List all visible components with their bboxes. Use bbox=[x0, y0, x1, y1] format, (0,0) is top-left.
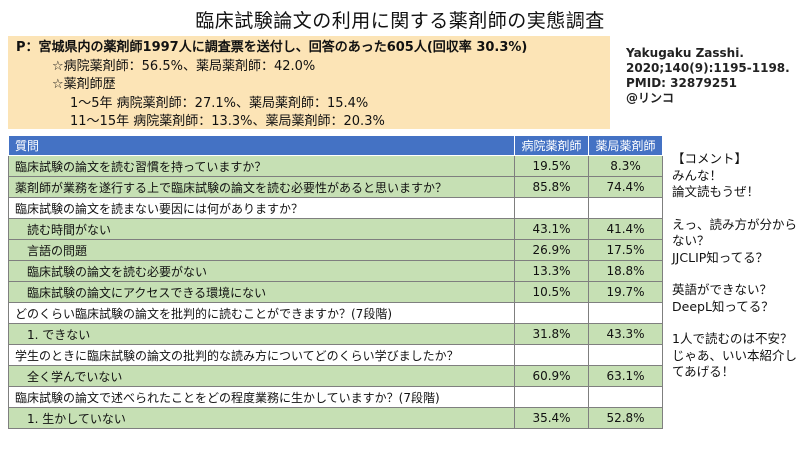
table-row: 1. 生かしていない 35.4% 52.8% bbox=[8, 407, 663, 429]
row-label: 読む時間がない bbox=[8, 218, 515, 240]
row-label: 1. できない bbox=[8, 323, 515, 345]
row-hospital-value bbox=[514, 302, 589, 324]
summary-career-1-5: 1～5年 病院薬剤師：27.1%、薬局薬剤師：15.4% bbox=[70, 95, 369, 111]
citation-author: @リンコ bbox=[626, 91, 675, 105]
comment-heading: 【コメント】 bbox=[672, 151, 748, 166]
row-hospital-value bbox=[514, 344, 589, 366]
table-row: 臨床試験の論文にアクセスできる環境にない 10.5% 19.7% bbox=[8, 281, 663, 303]
summary-population: P：宮城県内の薬剤師1997人に調査票を送付し、回答のあった605人(回収率 3… bbox=[16, 40, 528, 55]
summary-career-11-15: 11～15年 病院薬剤師：13.3%、薬局薬剤師：20.3% bbox=[70, 114, 385, 129]
row-pharmacy-value: 17.5% bbox=[588, 239, 663, 261]
table-row: 臨床試験の論文で述べられたことをどの程度業務に生かしていますか？(7段階) bbox=[8, 386, 663, 408]
row-label: 臨床試験の論文を読む習慣を持っていますか？ bbox=[8, 155, 515, 177]
survey-table: 質問 病院薬剤師 薬局薬剤師 臨床試験の論文を読む習慣を持っていますか？ 19.… bbox=[8, 135, 663, 429]
page-title: 臨床試験論文の利用に関する薬剤師の実態調査 bbox=[195, 10, 605, 32]
row-label: 薬剤師が業務を遂行する上で臨床試験の論文を読む必要性があると思いますか？ bbox=[8, 176, 515, 198]
comment-panel: 【コメント】 みんな！ 論文読もうぜ！ えっ、読み方が分からない？ JJCLIP… bbox=[672, 151, 798, 397]
row-label: 1. 生かしていない bbox=[8, 407, 515, 429]
citation: Yakugaku Zasshi. 2020;140(9):1195-1198. … bbox=[626, 46, 796, 106]
citation-pmid: PMID: 32879251 bbox=[626, 76, 737, 90]
row-label: どのくらい臨床試験の論文を批判的に読むことができますか？(7段階) bbox=[8, 302, 515, 324]
comment-paragraph-1: みんな！ 論文読もうぜ！ bbox=[672, 167, 760, 200]
row-pharmacy-value: 41.4% bbox=[588, 218, 663, 240]
row-pharmacy-value: 43.3% bbox=[588, 323, 663, 345]
row-label: 言語の問題 bbox=[8, 239, 515, 261]
row-pharmacy-value: 74.4% bbox=[588, 176, 663, 198]
row-pharmacy-value: 19.7% bbox=[588, 281, 663, 303]
table-row: どのくらい臨床試験の論文を批判的に読むことができますか？(7段階) bbox=[8, 302, 663, 324]
citation-journal: Yakugaku Zasshi. bbox=[626, 46, 744, 60]
summary-ratio: ☆病院薬剤師：56.5%、薬局薬剤師：42.0% bbox=[52, 58, 316, 74]
row-pharmacy-value: 18.8% bbox=[588, 260, 663, 282]
row-hospital-value: 43.1% bbox=[514, 218, 589, 240]
row-hospital-value: 35.4% bbox=[514, 407, 589, 429]
table-row: 全く学んでいない 60.9% 63.1% bbox=[8, 365, 663, 387]
row-pharmacy-value bbox=[588, 302, 663, 324]
row-label: 臨床試験の論文を読む必要がない bbox=[8, 260, 515, 282]
header-question: 質問 bbox=[8, 135, 515, 156]
row-pharmacy-value bbox=[588, 344, 663, 366]
study-summary-box: P：宮城県内の薬剤師1997人に調査票を送付し、回答のあった605人(回収率 3… bbox=[8, 36, 610, 129]
row-label: 全く学んでいない bbox=[8, 365, 515, 387]
row-pharmacy-value: 63.1% bbox=[588, 365, 663, 387]
table-row: 臨床試験の論文を読む必要がない 13.3% 18.8% bbox=[8, 260, 663, 282]
row-hospital-value: 19.5% bbox=[514, 155, 589, 177]
row-label: 臨床試験の論文を読まない要因には何がありますか？ bbox=[8, 197, 515, 219]
row-hospital-value: 10.5% bbox=[514, 281, 589, 303]
row-label: 臨床試験の論文にアクセスできる環境にない bbox=[8, 281, 515, 303]
table-row: 臨床試験の論文を読む習慣を持っていますか？ 19.5% 8.3% bbox=[8, 155, 663, 177]
row-hospital-value: 85.8% bbox=[514, 176, 589, 198]
row-pharmacy-value: 52.8% bbox=[588, 407, 663, 429]
row-hospital-value: 26.9% bbox=[514, 239, 589, 261]
table-row: 薬剤師が業務を遂行する上で臨床試験の論文を読む必要性があると思いますか？ 85.… bbox=[8, 176, 663, 198]
table-row: 学生のときに臨床試験の論文の批判的な読み方についてどのくらい学びましたか？ bbox=[8, 344, 663, 366]
row-hospital-value bbox=[514, 197, 589, 219]
table-row: 読む時間がない 43.1% 41.4% bbox=[8, 218, 663, 240]
row-hospital-value: 13.3% bbox=[514, 260, 589, 282]
row-pharmacy-value bbox=[588, 197, 663, 219]
table-header-row: 質問 病院薬剤師 薬局薬剤師 bbox=[8, 135, 663, 156]
row-label: 臨床試験の論文で述べられたことをどの程度業務に生かしていますか？(7段階) bbox=[8, 386, 515, 408]
table-row: 臨床試験の論文を読まない要因には何がありますか？ bbox=[8, 197, 663, 219]
citation-ref: 2020;140(9):1195-1198. bbox=[626, 61, 790, 75]
row-hospital-value bbox=[514, 386, 589, 408]
header-hospital: 病院薬剤師 bbox=[514, 135, 589, 156]
table-row: 1. できない 31.8% 43.3% bbox=[8, 323, 663, 345]
summary-career-heading: ☆薬剤師歴 bbox=[52, 77, 116, 92]
comment-paragraph-2: えっ、読み方が分からない？ JJCLIP知ってる？ bbox=[672, 216, 798, 265]
row-hospital-value: 60.9% bbox=[514, 365, 589, 387]
table-row: 言語の問題 26.9% 17.5% bbox=[8, 239, 663, 261]
row-pharmacy-value bbox=[588, 386, 663, 408]
comment-paragraph-4: 1人で読むのは不安？ じゃあ、いい本紹介してあげる！ bbox=[672, 331, 798, 379]
row-label: 学生のときに臨床試験の論文の批判的な読み方についてどのくらい学びましたか？ bbox=[8, 344, 515, 366]
comment-paragraph-3: 英語ができない？ DeepL知ってる？ bbox=[672, 282, 774, 314]
header-pharmacy: 薬局薬剤師 bbox=[588, 135, 663, 156]
row-hospital-value: 31.8% bbox=[514, 323, 589, 345]
row-pharmacy-value: 8.3% bbox=[588, 155, 663, 177]
